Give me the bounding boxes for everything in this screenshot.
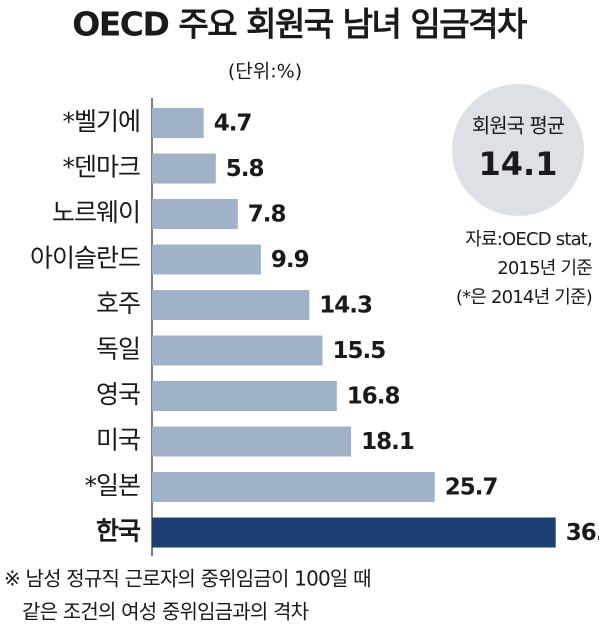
bar <box>152 199 238 229</box>
bar <box>152 381 337 411</box>
value-label: 18.1 <box>361 429 414 455</box>
chart-title: OECD 주요 회원국 남녀 임금격차 <box>72 5 528 44</box>
category-label: 노르웨이 <box>52 198 140 227</box>
average-label: 회원국 평균 <box>472 114 565 138</box>
category-label: *일본 <box>84 471 140 500</box>
average-badge <box>452 84 584 216</box>
source-note: 2015년 기준 <box>497 258 592 279</box>
value-label: 4.7 <box>214 111 252 137</box>
value-label: 16.8 <box>347 384 400 410</box>
value-label: 5.8 <box>226 156 264 182</box>
footnote: 같은 조건의 여성 중위임금과의 격차 <box>22 600 309 624</box>
value-label: 15.5 <box>333 338 386 364</box>
category-label: 독일 <box>96 335 140 364</box>
value-label: 7.8 <box>248 202 286 228</box>
bar <box>152 290 310 320</box>
source-note: 자료:OECD stat, <box>465 229 592 250</box>
bar <box>152 426 352 457</box>
category-label: 아이슬란드 <box>30 244 140 273</box>
bar <box>152 517 556 548</box>
bar <box>152 108 204 138</box>
value-label: 25.7 <box>445 475 498 501</box>
value-label: 9.9 <box>271 247 309 273</box>
source-note: (*은 2014년 기준) <box>456 287 592 308</box>
category-label: *벨기에 <box>62 107 140 136</box>
unit-note: (단위:%) <box>228 61 302 83</box>
average-value: 14.1 <box>479 145 558 183</box>
category-label: 영국 <box>96 380 140 409</box>
category-label: 호주 <box>96 289 140 318</box>
value-label: 36.7 <box>566 520 599 546</box>
category-label: 미국 <box>96 426 140 455</box>
bar <box>152 472 435 502</box>
category-label: 한국 <box>96 517 141 546</box>
value-label: 14.3 <box>319 293 372 319</box>
bar <box>152 244 261 275</box>
bar <box>152 153 216 184</box>
footnote: ※ 남성 정규직 근로자의 중위임금이 100일 때 <box>4 567 371 591</box>
bar <box>152 335 323 366</box>
category-label: *덴마크 <box>62 153 140 182</box>
